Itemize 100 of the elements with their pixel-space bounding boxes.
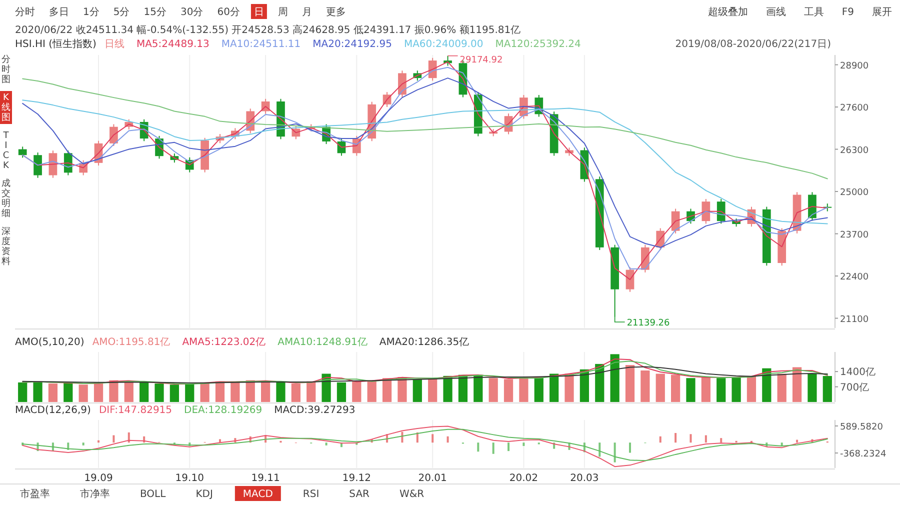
y-tick-label: 25000 xyxy=(840,188,869,198)
text: 市净率 xyxy=(80,488,110,500)
bar xyxy=(215,381,225,402)
bar xyxy=(550,374,559,402)
text: 1分 xyxy=(83,6,100,18)
bar xyxy=(230,382,240,402)
chart-title: MACD(12,26,9) xyxy=(15,405,92,416)
bar xyxy=(18,382,28,402)
bar xyxy=(492,442,494,454)
text: MA20:24192.95 xyxy=(312,39,392,50)
y-tick-label: 23700 xyxy=(840,230,869,240)
bar xyxy=(777,374,786,402)
text: 月 xyxy=(302,7,312,18)
text: 深度资料 xyxy=(2,226,10,267)
text: AMA20:1286.35亿 xyxy=(379,337,470,348)
bar xyxy=(82,442,84,446)
bar xyxy=(701,377,710,402)
text: TICK xyxy=(2,131,10,171)
bar xyxy=(704,435,707,443)
bar xyxy=(382,378,392,402)
text: DEA:128.19269 xyxy=(184,405,262,416)
bar xyxy=(614,442,616,462)
text: 日 xyxy=(254,7,264,18)
text: MA5:24489.13 xyxy=(136,39,210,50)
text: 分时图 xyxy=(2,54,10,85)
bar xyxy=(325,442,328,446)
bar xyxy=(732,377,741,402)
text: W&R xyxy=(399,489,424,500)
bar xyxy=(598,442,601,457)
x-tick-label: 19.10 xyxy=(175,473,204,484)
text: 2019/08/08-2020/06/22(217日) xyxy=(675,39,832,50)
text: AMA10:1248.91亿 xyxy=(278,337,368,348)
candlestick xyxy=(110,124,118,146)
bar xyxy=(488,378,498,402)
bar xyxy=(808,374,817,402)
bar xyxy=(412,379,422,402)
text: MA10:24511.11 xyxy=(221,39,301,50)
bar xyxy=(352,381,362,402)
text: SAR xyxy=(349,489,370,500)
bar xyxy=(716,378,726,402)
text: 成交明细 xyxy=(2,178,10,219)
text: MACD:39.27293 xyxy=(274,405,356,416)
x-tick-label: 20.03 xyxy=(570,473,599,484)
bar xyxy=(124,381,134,402)
bar xyxy=(154,384,164,402)
candlestick xyxy=(716,198,726,224)
bar xyxy=(629,442,631,453)
text: DIF:147.82915 xyxy=(98,405,172,416)
text: 60分 xyxy=(217,6,240,18)
text: KDJ xyxy=(196,489,213,500)
text: MACD xyxy=(242,489,274,500)
y-tick-label: -368.2324 xyxy=(840,449,886,460)
bar xyxy=(595,364,604,402)
text: 日线 xyxy=(104,38,124,50)
bar xyxy=(504,379,514,402)
bar xyxy=(522,442,525,446)
bar xyxy=(656,374,665,402)
bar xyxy=(48,384,58,402)
bar xyxy=(640,370,650,402)
bar xyxy=(276,382,286,402)
bar xyxy=(580,369,589,402)
text: 更多 xyxy=(326,6,346,18)
y-tick-label: 589.5820 xyxy=(840,422,884,432)
text: 分时 xyxy=(15,6,35,18)
bar xyxy=(432,434,434,443)
annotation: 21139.26 xyxy=(626,318,670,328)
bar xyxy=(336,382,346,402)
bar xyxy=(112,435,115,443)
x-tick-label: 20.02 xyxy=(509,473,538,484)
bar xyxy=(822,376,832,402)
text: 画线 xyxy=(766,6,786,18)
x-tick-label: 19.12 xyxy=(342,473,371,484)
line-series xyxy=(22,78,828,248)
chart-title: AMO(5,10,20) xyxy=(15,337,84,348)
bar xyxy=(720,438,722,443)
bar xyxy=(610,354,620,402)
bar xyxy=(519,377,528,402)
text: BOLL xyxy=(140,489,166,500)
bar xyxy=(428,378,438,402)
text: 市盈率 xyxy=(20,488,50,500)
candlestick xyxy=(18,146,27,158)
bar xyxy=(33,381,42,402)
text: 超级叠加 xyxy=(708,6,748,18)
bar xyxy=(306,381,316,402)
bar xyxy=(291,384,300,402)
text: F9 xyxy=(842,7,854,18)
x-tick-label: 19.09 xyxy=(84,473,113,484)
bar xyxy=(690,434,692,443)
text: AMO:1195.81亿 xyxy=(92,337,170,348)
bar xyxy=(246,380,255,402)
line-series xyxy=(22,426,828,468)
y-tick-label: 21100 xyxy=(840,314,869,325)
bar xyxy=(446,436,449,443)
y-tick-label: 700亿 xyxy=(840,382,870,394)
text: MA60:24009.00 xyxy=(404,39,484,50)
y-tick-label: 22400 xyxy=(840,272,869,282)
line-series xyxy=(22,78,828,180)
x-tick-label: 20.01 xyxy=(418,473,447,484)
bar xyxy=(746,376,756,402)
chart-subtitle: 2020/06/22 收24511.34 幅-0.54%(-132.55) 开24528.53 高24628.95 低24391.17 振0.96% 额1195.81亿 xyxy=(15,24,521,36)
